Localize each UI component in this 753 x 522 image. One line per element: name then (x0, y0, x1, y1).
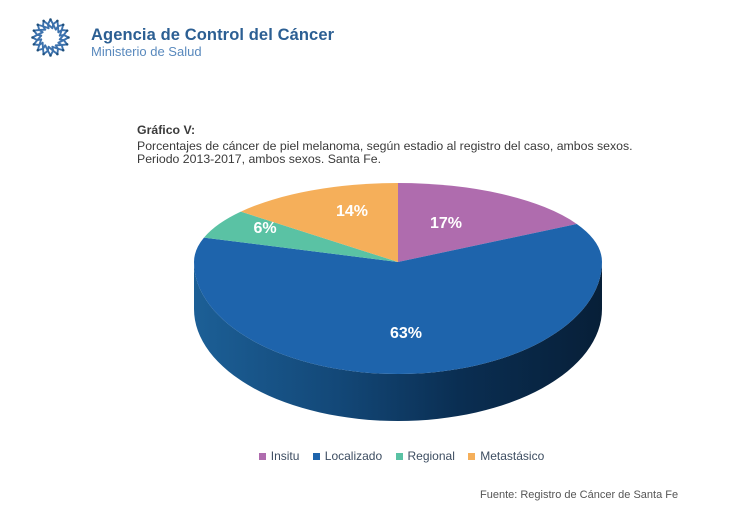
svg-text:14%: 14% (336, 203, 368, 220)
svg-text:6%: 6% (253, 220, 276, 237)
svg-text:17%: 17% (430, 215, 462, 232)
svg-text:63%: 63% (390, 325, 422, 342)
